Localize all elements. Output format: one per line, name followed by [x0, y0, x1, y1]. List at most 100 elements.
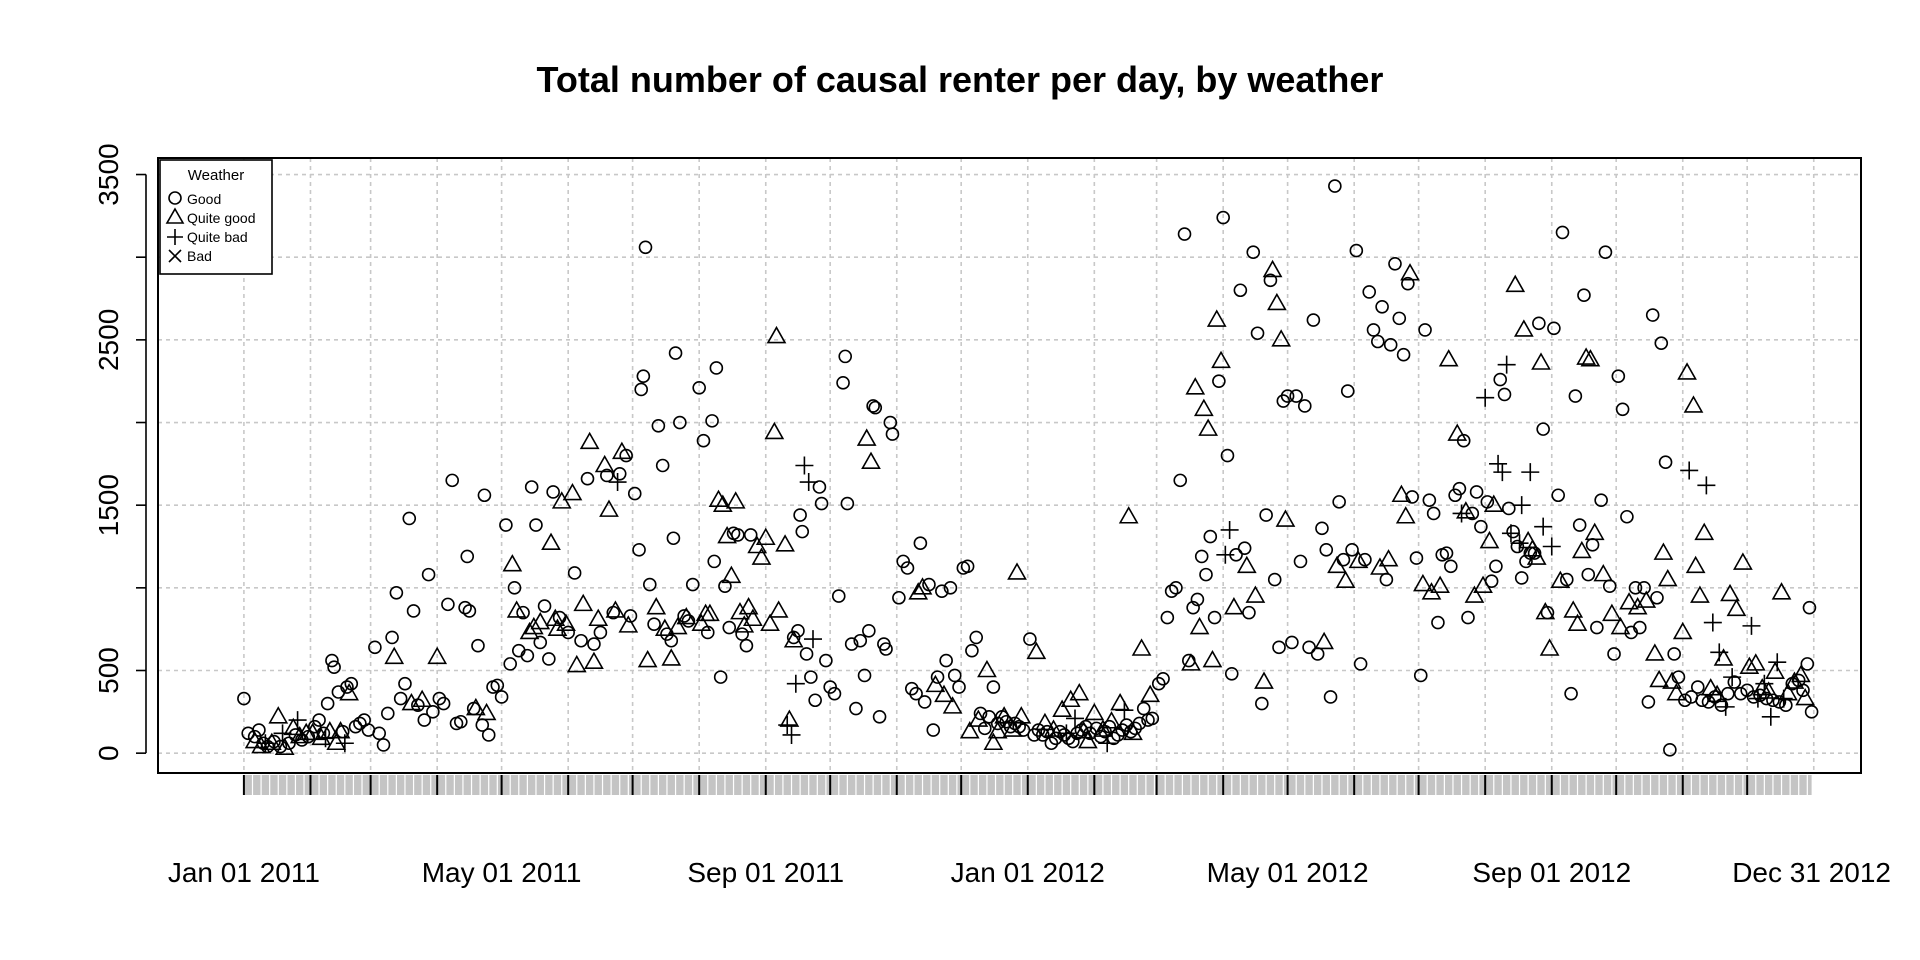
data-point-triangle: [541, 532, 561, 551]
data-point-triangle: [1513, 319, 1534, 337]
data-point-circle: [1536, 422, 1550, 436]
data-point-circle: [471, 638, 485, 653]
data-point-circle: [1506, 524, 1520, 539]
legend-label: Good: [187, 191, 221, 207]
data-point-circle: [795, 524, 810, 539]
data-point-triangle: [1593, 563, 1614, 582]
data-point-triangle: [1602, 603, 1622, 622]
data-point-circle: [986, 680, 1001, 694]
data-point-triangle: [766, 325, 787, 344]
data-point-circle: [368, 640, 382, 655]
data-point-circle: [1132, 716, 1147, 731]
data-point-circle: [857, 668, 872, 683]
x-tick-label: Sep 01 2011: [687, 857, 844, 888]
data-point-circle: [490, 678, 505, 693]
data-point-triangle: [742, 608, 763, 627]
data-point-circle: [237, 691, 251, 706]
data-point-triangle: [566, 654, 587, 673]
data-point-circle: [1448, 488, 1462, 503]
data-point-triangle: [1327, 555, 1347, 574]
data-point-triangle: [1078, 730, 1098, 749]
data-point-triangle: [1657, 568, 1678, 587]
legend-entry: Bad: [168, 248, 212, 264]
data-point-circle: [1340, 384, 1355, 398]
data-point-triangle: [654, 618, 675, 636]
data-point-circle: [520, 648, 535, 663]
data-point-triangle: [1262, 259, 1283, 278]
data-point-triangle: [691, 613, 712, 632]
data-point-circle: [1667, 647, 1681, 661]
data-point-circle: [1250, 326, 1265, 341]
data-point-circle: [735, 627, 749, 641]
data-point-triangle: [1271, 329, 1292, 347]
data-point-triangle: [1627, 597, 1648, 615]
data-point-triangle: [1464, 585, 1485, 603]
data-point-circle: [1611, 369, 1626, 384]
data-point-triangle: [755, 527, 776, 546]
data-point-plus: [1521, 463, 1540, 482]
data-point-triangle: [465, 697, 486, 716]
data-point-triangle: [1610, 616, 1631, 635]
data-point-circle: [1804, 705, 1819, 719]
data-point-plus: [1493, 463, 1512, 482]
data-point-circle: [1349, 243, 1364, 258]
data-point-triangle: [556, 613, 576, 632]
data-point-circle: [1272, 640, 1286, 655]
data-point-triangle: [1526, 547, 1547, 565]
data-point-plus: [1761, 707, 1780, 726]
y-tick-label: 1500: [93, 474, 124, 536]
data-point-triangle: [1567, 613, 1588, 632]
data-point-triangle: [1795, 687, 1816, 706]
data-point-circle: [707, 554, 722, 569]
data-point-triangle: [605, 600, 626, 618]
data-point-plus: [1512, 496, 1531, 515]
data-point-circle: [1422, 493, 1437, 508]
data-point-circle: [1489, 559, 1503, 574]
data-point-circle: [1332, 495, 1346, 509]
data-point-circle: [642, 577, 657, 592]
data-point-plus: [1489, 454, 1508, 473]
data-point-circle: [853, 633, 868, 648]
data-point-triangle: [708, 489, 729, 508]
data-point-circle: [1497, 387, 1512, 402]
data-point-circle: [252, 723, 266, 737]
data-point-circle: [1169, 581, 1183, 595]
data-point-circle: [668, 346, 683, 360]
data-point-circle: [1297, 399, 1312, 413]
data-point-triangle: [1694, 522, 1715, 541]
data-point-triangle: [734, 615, 755, 633]
data-point-triangle: [339, 683, 360, 701]
data-point-circle: [1194, 549, 1209, 564]
data-point-triangle: [1118, 506, 1139, 524]
data-point-circle: [1388, 257, 1402, 271]
data-point-circle: [655, 458, 670, 473]
data-point-circle: [1263, 273, 1278, 288]
data-point-circle: [909, 686, 923, 701]
data-point-circle: [1293, 554, 1308, 569]
data-point-circle: [1690, 680, 1705, 694]
data-point-plus: [1710, 643, 1729, 662]
data-point-triangle: [1131, 638, 1152, 656]
legend-circle-marker: [168, 191, 182, 205]
data-point-circle: [1220, 448, 1235, 463]
data-point-circle: [1510, 539, 1525, 554]
data-point-circle: [965, 643, 979, 658]
data-point-circle: [947, 668, 962, 683]
data-point-circle: [307, 719, 322, 734]
data-point-circle: [849, 701, 863, 716]
data-point-circle: [1727, 675, 1742, 689]
data-point-triangle: [717, 525, 737, 544]
chart-title: Total number of causal renter per day, b…: [537, 59, 1384, 100]
grid: [158, 158, 1861, 773]
data-point-plus: [1066, 709, 1084, 728]
data-point-circle: [1267, 572, 1282, 587]
data-point-circle: [1444, 559, 1458, 574]
data-point-circle: [1551, 488, 1565, 503]
data-point-circle: [866, 399, 880, 413]
data-point-triangle: [925, 674, 946, 693]
data-point-triangle: [1430, 575, 1450, 593]
data-point-triangle: [1189, 616, 1210, 635]
data-point-circle: [320, 696, 335, 711]
data-point-circle: [812, 480, 827, 494]
data-points: [237, 179, 1819, 757]
